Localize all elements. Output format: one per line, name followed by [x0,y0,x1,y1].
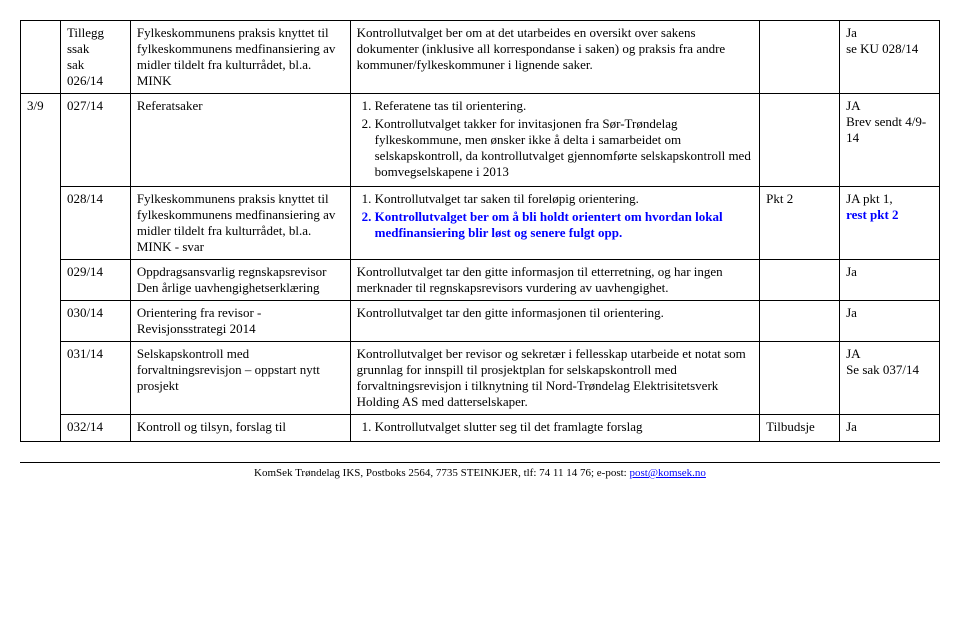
ref-cell [760,21,840,94]
status-cell: Ja [840,415,940,442]
table-row: 030/14Orientering fra revisor - Revisjon… [21,301,940,342]
case-number-cell: 030/14 [60,301,130,342]
status-cell: Ja [840,301,940,342]
status-cell: JA pkt 1,rest pkt 2 [840,187,940,260]
resolution-cell: Referatene tas til orientering. Kontrollu… [350,94,760,187]
subject-cell: Orientering fra revisor - Revisjonsstrat… [130,301,350,342]
footer-email-link[interactable]: post@komsek.no [630,467,706,479]
case-number-cell: 032/14 [60,415,130,442]
ref-cell [760,342,840,415]
table-row: 032/14Kontroll og tilsyn, forslag til Kon… [21,415,940,442]
subject-cell: Fylkeskommunens praksis knyttet til fylk… [130,187,350,260]
status-cell: Ja [840,260,940,301]
case-number-cell: 031/14 [60,342,130,415]
table-row: 031/14Selskapskontroll med forvaltningsr… [21,342,940,415]
resolution-cell: Kontrollutvalget tar den gitte informasj… [350,301,760,342]
resolution-cell: Kontrollutvalget tar den gitte informasj… [350,260,760,301]
date-cell [21,21,61,94]
list-item: Referatene tas til orientering. [375,98,754,114]
case-number-cell: Tilleggssaksak026/14 [60,21,130,94]
list-item: Kontrollutvalget ber om å bli holdt orie… [375,209,754,241]
table-row: Tilleggssaksak026/14Fylkeskommunens prak… [21,21,940,94]
status-part: JA pkt 1, [846,191,933,207]
list-item: Kontrollutvalget tar saken til foreløpig… [375,191,754,207]
subject-cell: Referatsaker [130,94,350,187]
ref-cell [760,260,840,301]
status-cell: Jase KU 028/14 [840,21,940,94]
subject-cell: Selskapskontroll med forvaltningsrevisjo… [130,342,350,415]
case-number-cell: 029/14 [60,260,130,301]
ref-cell: Pkt 2 [760,187,840,260]
ref-cell [760,94,840,187]
list-item: Kontrollutvalget takker for invitasjonen… [375,116,754,180]
subject-cell: Fylkeskommunens praksis knyttet til fylk… [130,21,350,94]
status-part: rest pkt 2 [846,207,933,223]
resolution-cell: Kontrollutvalget ber om at det utarbeide… [350,21,760,94]
table-row: 3/9027/14ReferatsakerReferatene tas til … [21,94,940,187]
footer: KomSek Trøndelag IKS, Postboks 2564, 773… [20,462,940,479]
resolution-cell: Kontrollutvalget slutter seg til det fra… [350,415,760,442]
case-number-cell: 028/14 [60,187,130,260]
case-number-cell: 027/14 [60,94,130,187]
table-row: 028/14Fylkeskommunens praksis knyttet ti… [21,187,940,260]
date-cell: 3/9 [21,94,61,442]
subject-cell: Kontroll og tilsyn, forslag til [130,415,350,442]
ref-cell [760,301,840,342]
resolution-cell: Kontrollutvalget tar saken til foreløpig… [350,187,760,260]
list-item: Kontrollutvalget slutter seg til det fra… [375,419,754,435]
ref-cell: Tilbudsje [760,415,840,442]
footer-text: KomSek Trøndelag IKS, Postboks 2564, 773… [254,467,629,479]
resolution-cell: Kontrollutvalget ber revisor og sekretær… [350,342,760,415]
status-cell: JABrev sendt 4/9-14 [840,94,940,187]
table-row: 029/14Oppdragsansvarlig regnskapsrevisor… [21,260,940,301]
status-cell: JASe sak 037/14 [840,342,940,415]
subject-cell: Oppdragsansvarlig regnskapsrevisorDen år… [130,260,350,301]
document-table: Tilleggssaksak026/14Fylkeskommunens prak… [20,20,940,442]
